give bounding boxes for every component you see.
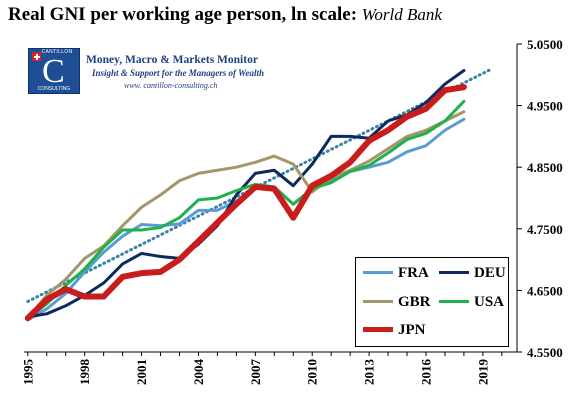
banner-tagline: Insight & Support for the Managers of We… bbox=[92, 68, 264, 78]
chart-axes: 1995 1998 2001 2004 2007 2010 2013 2016 2019 4.55… bbox=[20, 37, 562, 385]
cantillon-logo: CANTILLON C CONSULTING bbox=[28, 48, 80, 94]
logo-top-text: CANTILLON bbox=[41, 49, 73, 55]
legend-swatch-usa bbox=[439, 300, 469, 303]
swiss-flag-icon bbox=[32, 52, 41, 61]
chart-legend: FRA DEU GBR USA JPN bbox=[355, 257, 509, 347]
y-tick-label: 5.0500 bbox=[527, 37, 563, 52]
legend-label-usa: USA bbox=[474, 294, 505, 310]
y-tick-label: 4.5500 bbox=[527, 345, 563, 360]
x-tick-label: 1995 bbox=[20, 359, 35, 386]
legend-swatch-jpn bbox=[363, 327, 393, 332]
cantillon-banner: CANTILLON C CONSULTING Money, Macro & Ma… bbox=[22, 46, 274, 96]
x-tick-label: 2010 bbox=[305, 359, 320, 385]
y-tick-label: 4.9500 bbox=[527, 99, 563, 114]
x-tick-label: 2016 bbox=[418, 359, 433, 386]
legend-label-gbr: GBR bbox=[398, 294, 431, 310]
legend-swatch-deu bbox=[439, 271, 469, 274]
y-tick-label: 4.8500 bbox=[527, 160, 563, 175]
y-tick-label: 4.6500 bbox=[527, 283, 563, 298]
x-tick-label: 2007 bbox=[248, 359, 263, 386]
x-tick-label: 2001 bbox=[134, 359, 149, 385]
chart-title: Real GNI per working age person, ln scal… bbox=[8, 4, 442, 26]
x-tick-label: 2004 bbox=[191, 359, 206, 386]
series-line-deu bbox=[26, 68, 466, 319]
chart-source: World Bank bbox=[361, 5, 442, 24]
x-tick-label: 2019 bbox=[475, 359, 490, 386]
legend-swatch-gbr bbox=[363, 300, 393, 303]
series-line-jpn bbox=[24, 84, 467, 322]
x-tick-label: 1998 bbox=[77, 359, 92, 386]
banner-website: www. cantillon-consulting.ch bbox=[124, 81, 218, 90]
legend-label-deu: DEU bbox=[474, 265, 506, 281]
chart-title-text: Real GNI per working age person, ln scal… bbox=[8, 4, 358, 25]
legend-label-fra: FRA bbox=[398, 265, 429, 281]
series-line-gbr bbox=[26, 110, 466, 320]
logo-letter: C bbox=[42, 53, 65, 90]
logo-bottom-text: CONSULTING bbox=[37, 86, 71, 92]
y-tick-label: 4.7500 bbox=[527, 222, 563, 237]
banner-name: Money, Macro & Markets Monitor bbox=[86, 54, 258, 66]
x-tick-label: 2013 bbox=[362, 359, 377, 386]
series-line-usa bbox=[26, 99, 466, 320]
legend-label-jpn: JPN bbox=[398, 322, 426, 338]
legend-swatch-fra bbox=[363, 271, 393, 274]
series-lines bbox=[24, 68, 467, 322]
